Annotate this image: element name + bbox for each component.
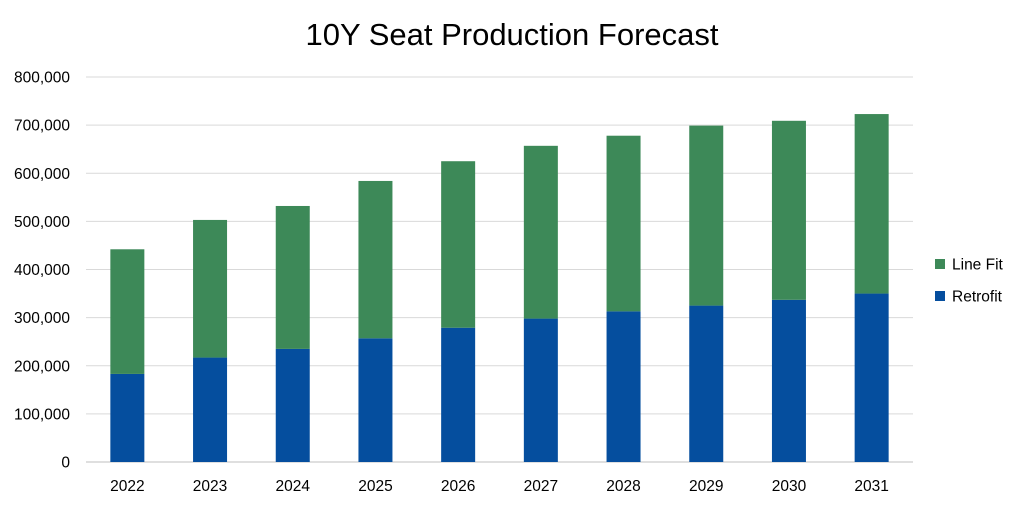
bar-retrofit [771, 299, 806, 462]
bar-retrofit [193, 357, 228, 462]
bar-line-fit [771, 120, 806, 300]
x-tick-label: 2024 [276, 478, 311, 495]
x-tick-label: 2028 [606, 478, 640, 495]
bar-retrofit [606, 311, 641, 462]
bar-line-fit [441, 161, 476, 328]
bar-line-fit [854, 114, 889, 294]
x-tick-label: 2029 [689, 478, 723, 495]
x-tick-label: 2031 [854, 478, 888, 495]
y-tick-label: 600,000 [14, 166, 70, 183]
bar-retrofit [689, 305, 724, 462]
legend-swatch [935, 259, 945, 269]
y-tick-label: 200,000 [14, 358, 70, 375]
bar-retrofit [110, 373, 145, 462]
bar-line-fit [275, 205, 310, 349]
bar-retrofit [275, 348, 310, 462]
y-axis-tick-labels: 0 100,000 200,000 300,000 400,000 500,000 600,… [14, 70, 70, 472]
bar-line-fit [110, 249, 145, 374]
y-tick-label: 500,000 [14, 214, 70, 231]
bar-retrofit [523, 318, 558, 462]
x-tick-label: 2025 [358, 478, 392, 495]
y-tick-label: 0 [61, 455, 70, 472]
bar-retrofit [854, 293, 889, 462]
legend-swatch [935, 291, 945, 301]
bar-line-fit [523, 145, 558, 319]
y-tick-label: 400,000 [14, 262, 70, 279]
y-tick-label: 800,000 [14, 70, 70, 87]
x-tick-label: 2027 [524, 478, 558, 495]
y-tick-label: 300,000 [14, 310, 70, 327]
bar-line-fit [193, 219, 228, 358]
x-tick-label: 2030 [772, 478, 807, 495]
x-tick-label: 2026 [441, 478, 475, 495]
y-tick-label: 700,000 [14, 118, 70, 135]
bar-retrofit [358, 338, 393, 462]
bars [110, 114, 889, 462]
bar-line-fit [606, 135, 641, 312]
bar-line-fit [358, 180, 393, 339]
bar-retrofit [441, 327, 476, 462]
y-tick-label: 100,000 [14, 406, 70, 423]
x-axis-tick-labels: 2022 2023 2024 2025 2026 2027 2028 2029 2030 2031 [110, 478, 889, 495]
legend: Line Fit Retrofit [935, 257, 1004, 306]
chart-title: 10Y Seat Production Forecast [305, 17, 718, 52]
legend-label: Line Fit [952, 257, 1004, 274]
x-tick-label: 2023 [193, 478, 227, 495]
x-tick-label: 2022 [110, 478, 144, 495]
legend-label: Retrofit [952, 289, 1003, 306]
bar-line-fit [689, 125, 724, 306]
